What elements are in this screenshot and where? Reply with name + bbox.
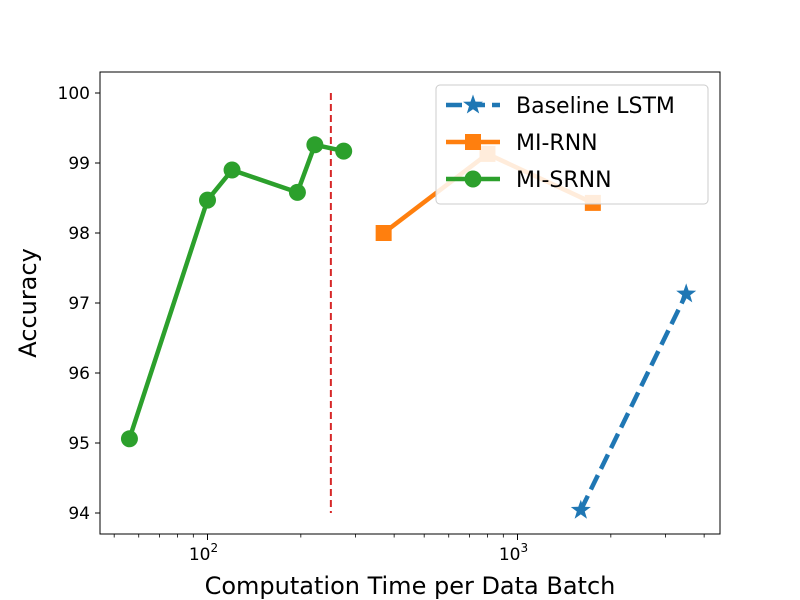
legend-label-2: MI-SRNN — [516, 168, 612, 193]
data-point-2-2 — [223, 161, 241, 179]
x-axis-label: Computation Time per Data Batch — [205, 572, 616, 600]
data-point-2-0 — [120, 430, 138, 448]
y-tick-label: 94 — [68, 504, 90, 524]
data-point-2-3 — [288, 183, 306, 201]
data-point-2-1 — [199, 191, 217, 209]
legend-marker-2 — [464, 170, 482, 188]
y-tick-label: 100 — [58, 84, 90, 104]
legend-box — [435, 84, 709, 205]
y-tick-label: 95 — [68, 434, 90, 454]
data-point-1-0 — [375, 225, 392, 241]
data-point-0-1 — [676, 283, 697, 303]
y-axis-label: Accuracy — [14, 248, 42, 358]
series-line-2 — [127, 142, 345, 440]
legend-marker-0 — [463, 94, 483, 114]
data-point-2-5 — [335, 142, 353, 160]
legend-label-1: MI-RNN — [516, 131, 598, 156]
data-point-0-0 — [570, 499, 591, 519]
y-tick-label: 97 — [68, 294, 90, 314]
y-tick-label: 98 — [68, 224, 90, 244]
legend: Baseline LSTM MI-RNN MI-SRNN — [435, 84, 709, 205]
x-axis: 102 103 — [113, 534, 705, 565]
data-point-2-4 — [306, 136, 324, 154]
x-tick-label: 102 — [189, 541, 218, 565]
y-tick-label: 99 — [68, 154, 90, 174]
y-axis: 94 95 96 97 98 99 100 — [58, 84, 100, 524]
legend-label-0: Baseline LSTM — [516, 94, 675, 119]
legend-marker-1 — [465, 134, 481, 150]
series-line-0 — [578, 292, 689, 512]
x-tick-label: 103 — [499, 541, 528, 565]
y-tick-label: 96 — [68, 364, 90, 384]
